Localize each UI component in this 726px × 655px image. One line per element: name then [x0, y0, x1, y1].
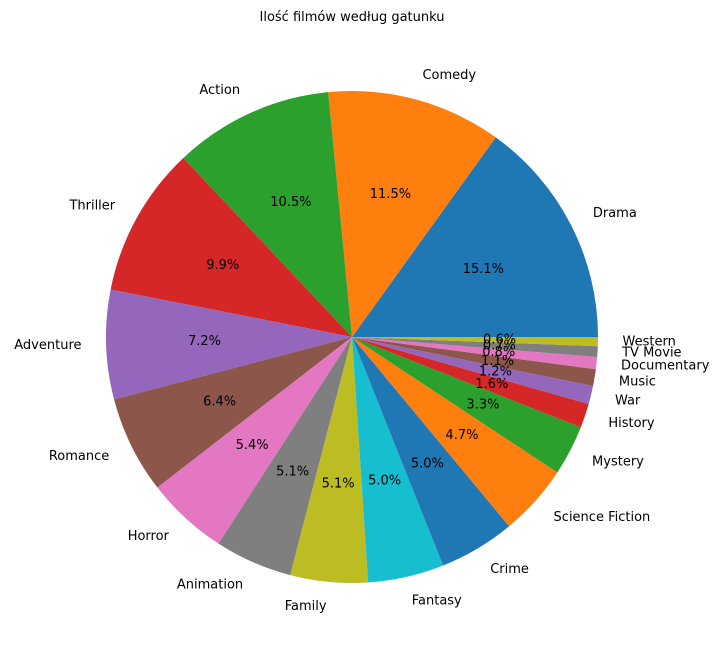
pie-percent-label-horror: 5.4%: [236, 438, 269, 453]
pie-category-label-history: History: [608, 416, 655, 431]
pie-percent-label-thriller: 9.9%: [206, 258, 239, 273]
pie-category-label-western: Western: [623, 335, 676, 350]
pie-category-label-documentary: Documentary: [621, 358, 710, 373]
pie-category-label-romance: Romance: [49, 449, 109, 464]
pie-percent-label-western: 0.6%: [483, 332, 516, 347]
pie-slice-horror: [157, 337, 352, 544]
pie-percent-label-history: 1.6%: [475, 377, 508, 392]
pie-percent-label-action: 10.5%: [270, 195, 311, 210]
pie-category-label-comedy: Comedy: [422, 68, 476, 83]
pie-category-label-fantasy: Fantasy: [412, 593, 462, 608]
pie-percent-label-adventure: 7.2%: [188, 334, 221, 349]
pie-slice-family: [290, 337, 369, 584]
pie-slice-war: [352, 337, 594, 405]
pie-percent-label-war: 1.2%: [479, 364, 512, 379]
pie-percent-label-romance: 6.4%: [203, 395, 236, 410]
pie-slice-thriller: [110, 157, 352, 337]
pie-slice-science-fiction: [352, 337, 558, 527]
pie-category-label-mystery: Mystery: [592, 454, 644, 469]
pie-slice-animation: [218, 337, 352, 576]
pie-slice-drama: [352, 137, 598, 337]
pie-category-label-family: Family: [285, 599, 327, 614]
pie-slice-western: [352, 337, 598, 347]
pie-slice-romance: [114, 337, 352, 488]
pie-percent-label-family: 5.1%: [322, 476, 355, 491]
pie-slice-history: [352, 337, 589, 428]
pie-percent-label-comedy: 11.5%: [370, 187, 411, 202]
pie-slice-adventure: [106, 289, 352, 400]
pie-slice-music: [352, 337, 596, 387]
pie-slice-action: [183, 92, 352, 337]
pie-category-label-science-fiction: Science Fiction: [554, 510, 651, 525]
pie-slice-comedy: [328, 90, 496, 337]
pie-category-label-animation: Animation: [177, 577, 243, 592]
pie-category-label-horror: Horror: [128, 529, 170, 544]
pie-percent-label-music: 1.1%: [481, 354, 514, 369]
pie-category-labels: Drama Comedy Action Thriller Adventure Romanc…: [14, 68, 709, 614]
pie-slice-crime: [352, 337, 510, 566]
pie-percent-label-fantasy: 5.0%: [368, 473, 401, 488]
pie-slice-tv-movie: [352, 337, 598, 358]
pie-slice-documentary: [352, 337, 598, 370]
pie-percent-label-crime: 5.0%: [411, 456, 444, 471]
pie-category-label-action: Action: [199, 83, 240, 98]
pie-category-label-drama: Drama: [593, 206, 637, 221]
pie-slice-fantasy: [352, 337, 444, 583]
pie-category-label-adventure: Adventure: [14, 338, 81, 353]
pie-category-label-tv-movie: TV Movie: [621, 346, 681, 361]
pie-category-label-crime: Crime: [490, 562, 529, 577]
pie-category-label-thriller: Thriller: [68, 199, 115, 214]
pie-category-label-music: Music: [619, 374, 656, 389]
pie-percent-label-animation: 5.1%: [276, 465, 309, 480]
pie-percent-label-mystery: 3.3%: [466, 398, 499, 413]
pie-percent-label-science-fiction: 4.7%: [445, 428, 478, 443]
pie-percent-label-drama: 15.1%: [463, 262, 504, 277]
pie-percent-label-tv-movie: 0.7%: [483, 338, 516, 353]
pie-slices: [106, 90, 598, 584]
pie-category-label-war: War: [615, 393, 641, 408]
pie-percent-labels: 15.1% 11.5% 10.5% 9.9% 7.2% 6.4% 5.4% 5.1% 5.1% 5…: [188, 187, 516, 491]
chart-title: Ilość filmów według gatunku: [260, 10, 445, 25]
pie-percent-label-documentary: 0.8%: [482, 345, 515, 360]
pie-slice-mystery: [352, 337, 581, 473]
